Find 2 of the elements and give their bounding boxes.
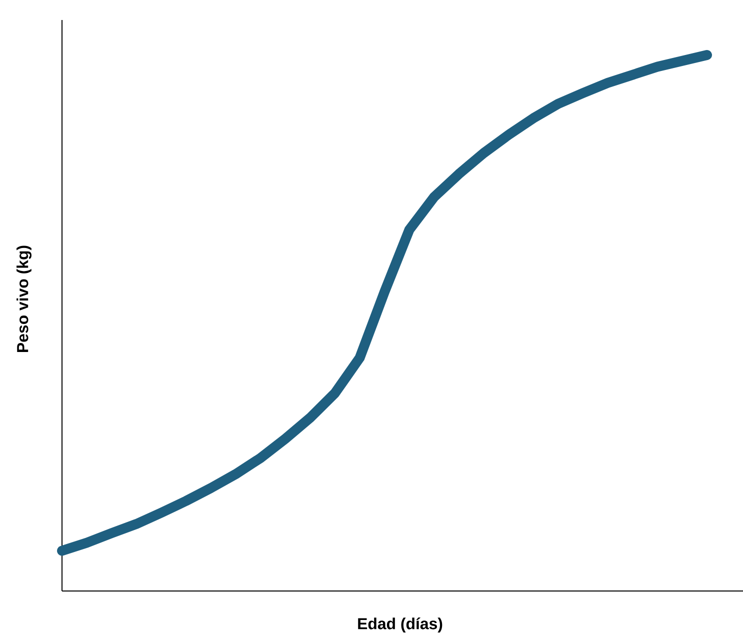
x-axis-title: Edad (días) <box>358 617 442 632</box>
y-axis-title: Peso vivo (kg) <box>16 246 32 352</box>
